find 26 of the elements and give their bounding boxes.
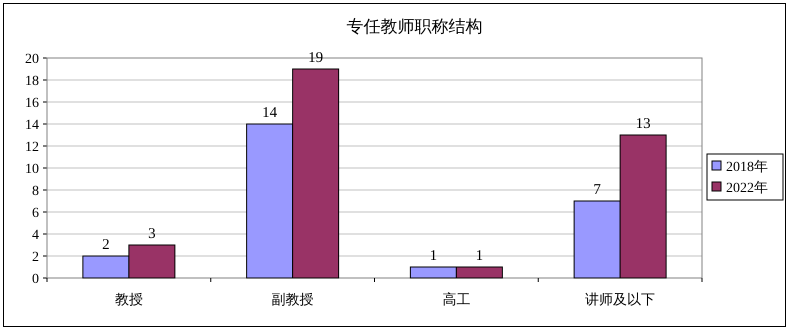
xtick: 副教授 <box>272 293 314 308</box>
data-label: 14 <box>262 105 278 121</box>
ytick: 8 <box>32 184 39 199</box>
legend-label: 2018年 <box>726 160 768 175</box>
ytick: 14 <box>25 118 39 133</box>
ytick: 12 <box>25 140 39 155</box>
ytick: 18 <box>25 74 39 89</box>
xtick: 讲师及以下 <box>585 293 656 308</box>
ytick: 16 <box>25 96 39 111</box>
ytick: 6 <box>32 206 39 221</box>
ytick: 10 <box>25 162 39 177</box>
ytick: 0 <box>32 272 39 287</box>
data-label: 1 <box>476 248 484 264</box>
ytick: 2 <box>32 250 39 265</box>
ytick: 20 <box>25 52 39 67</box>
xtick: 高工 <box>442 293 470 308</box>
title: 专任教师职称结构 <box>346 17 482 36</box>
legend-label: 2022年 <box>726 181 768 196</box>
data-label: 2 <box>102 237 110 253</box>
ytick: 4 <box>32 228 39 243</box>
data-label: 1 <box>430 248 438 264</box>
xtick: 教授 <box>114 293 143 308</box>
data-label: 3 <box>148 226 156 242</box>
data-label: 13 <box>636 116 651 132</box>
data-label: 7 <box>593 182 601 198</box>
data-label: 19 <box>308 50 324 66</box>
